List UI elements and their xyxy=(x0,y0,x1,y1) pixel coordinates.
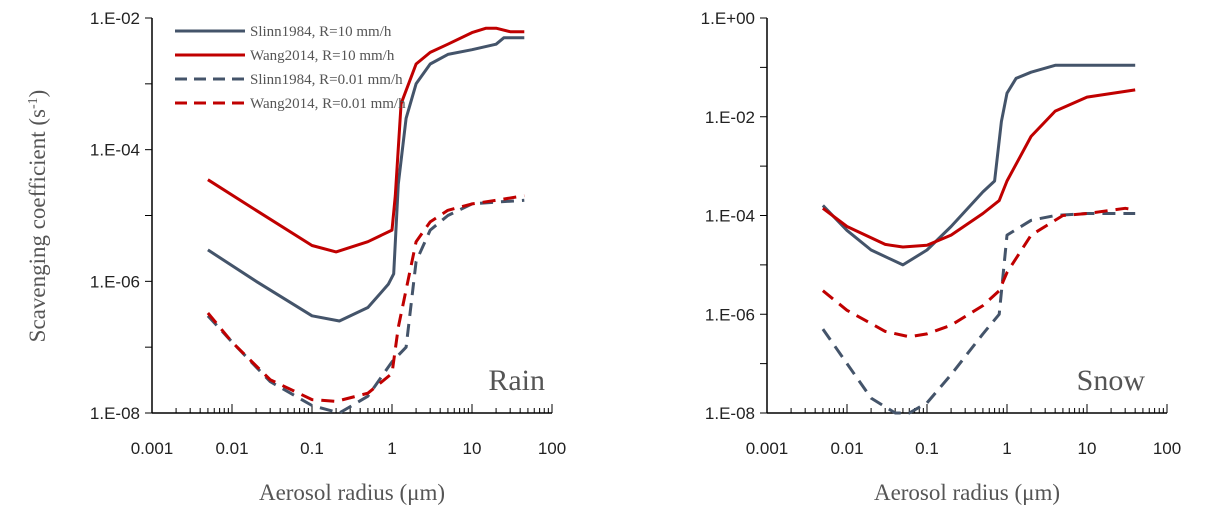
y-tick-label: 1.E-08 xyxy=(90,404,140,423)
y-tick-label: 1.E-02 xyxy=(90,9,140,28)
rain-panel: 0.001 0.01 0.1 1 10 100 1.E-08 1.E-06 1.E-04 1.E-… xyxy=(90,9,566,505)
y-tick-label: 1.E-08 xyxy=(705,404,755,423)
x-axis-title: Aerosol radius (μm) xyxy=(259,480,445,505)
series-line-1 xyxy=(821,88,1136,249)
y-tick-label: 1.E+00 xyxy=(701,9,755,28)
series-line-2 xyxy=(206,198,525,415)
series-line-3 xyxy=(821,206,1136,339)
legend-label-slinn-001: Slinn1984, R=0.01 mm/h xyxy=(250,72,403,88)
snow-panel: 0.001 0.01 0.1 1 10 100 1.E-08 1.E-06 1.E-04 1.E-… xyxy=(701,9,1182,505)
y-tick-label: 1.E-04 xyxy=(705,207,755,226)
x-tick-label: 1 xyxy=(387,439,396,458)
legend-label-slinn-10: Slinn1984, R=10 mm/h xyxy=(250,24,392,40)
x-tick-label: 0.001 xyxy=(131,439,174,458)
y-tick-label: 1.E-04 xyxy=(90,141,140,160)
y-tick-label: 1.E-02 xyxy=(705,108,755,127)
x-tick-label: 0.01 xyxy=(830,439,863,458)
series-line-0 xyxy=(207,36,525,323)
x-tick-label: 1 xyxy=(1002,439,1011,458)
y-tick-label: 1.E-06 xyxy=(90,272,140,291)
series-line-2 xyxy=(821,212,1136,415)
series-line-3 xyxy=(206,194,525,403)
panel-annotation: Rain xyxy=(488,364,545,397)
svg-text:Scavenging coefficient (s-1): Scavenging coefficient (s-1) xyxy=(25,90,50,343)
x-tick-label: 0.1 xyxy=(915,439,939,458)
x-tick-label: 10 xyxy=(1078,439,1097,458)
x-tick-label: 0.001 xyxy=(746,439,789,458)
x-axis-title: Aerosol radius (μm) xyxy=(874,480,1060,505)
x-tick-label: 0.1 xyxy=(300,439,324,458)
x-tick-label: 100 xyxy=(1153,439,1181,458)
x-tick-label: 10 xyxy=(463,439,482,458)
series-line-0 xyxy=(821,63,1136,267)
y-axis-title: Scavenging coefficient (s-1) xyxy=(25,90,50,343)
x-tick-label: 100 xyxy=(538,439,566,458)
legend-label-wang-10: Wang2014, R=10 mm/h xyxy=(250,48,395,64)
y-tick-label: 1.E-06 xyxy=(705,305,755,324)
legend: Slinn1984, R=10 mm/h Wang2014, R=10 mm/h… xyxy=(175,24,406,112)
legend-label-wang-001: Wang2014, R=0.01 mm/h xyxy=(250,96,406,112)
x-tick-label: 0.01 xyxy=(215,439,248,458)
panel-annotation: Snow xyxy=(1077,364,1146,397)
series-line-1 xyxy=(207,26,525,254)
